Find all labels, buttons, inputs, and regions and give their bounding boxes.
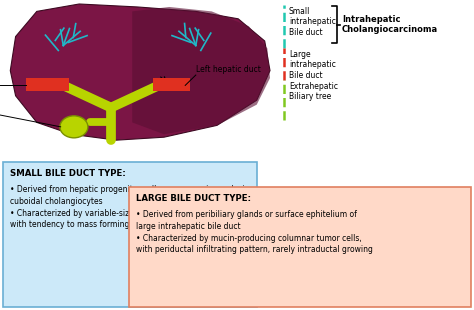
Text: Extrahepatic
Biliary tree: Extrahepatic Biliary tree <box>289 82 338 101</box>
FancyBboxPatch shape <box>3 162 257 307</box>
FancyBboxPatch shape <box>154 78 191 91</box>
Polygon shape <box>132 7 270 134</box>
Text: Intrahepatic
Cholangiocarcinoma: Intrahepatic Cholangiocarcinoma <box>342 15 438 34</box>
Text: • Derived from peribiliary glands or surface ephitelium of
large intrahepatic bi: • Derived from peribiliary glands or sur… <box>136 210 373 255</box>
FancyBboxPatch shape <box>129 187 471 307</box>
Text: Left hepatic duct: Left hepatic duct <box>196 64 261 73</box>
Text: • Derived from hepatic progenitor cells or non mucin-producing
cuboidal cholangi: • Derived from hepatic progenitor cells … <box>10 185 272 229</box>
Text: Large
intrahepatic
Bile duct: Large intrahepatic Bile duct <box>289 50 336 80</box>
Ellipse shape <box>60 116 88 138</box>
FancyBboxPatch shape <box>26 78 69 91</box>
Polygon shape <box>10 4 270 140</box>
Text: LARGE BILE DUCT TYPE:: LARGE BILE DUCT TYPE: <box>136 194 251 203</box>
Text: SMALL BILE DUCT TYPE:: SMALL BILE DUCT TYPE: <box>10 169 126 178</box>
Text: Small
intrahepatic
Bile duct: Small intrahepatic Bile duct <box>289 7 336 37</box>
